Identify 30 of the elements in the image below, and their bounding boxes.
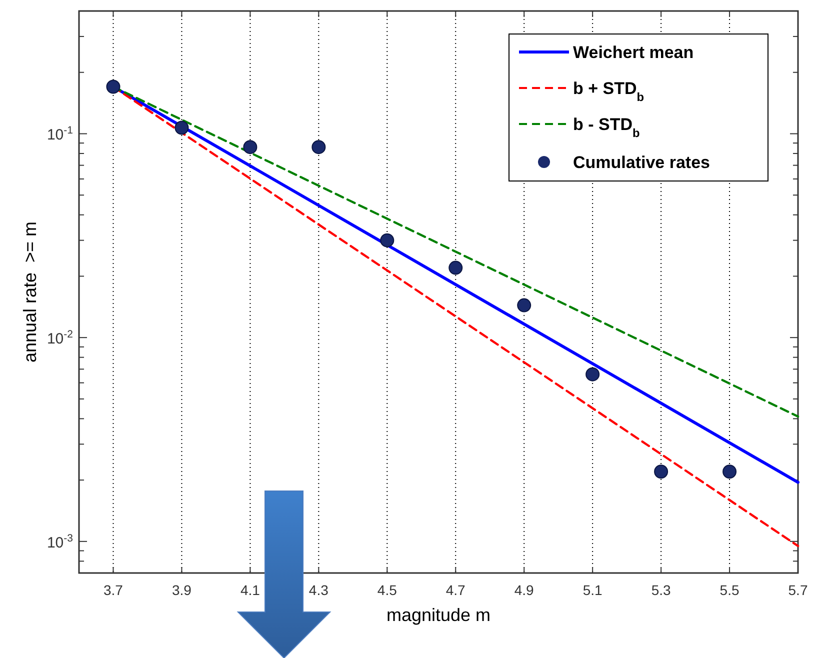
x-tick-label: 5.7 bbox=[788, 582, 808, 598]
point bbox=[722, 464, 737, 479]
x-tick-label: 4.3 bbox=[308, 582, 329, 598]
x-tick-label: 4.1 bbox=[240, 582, 260, 598]
y-tick-label: 10$^{-3}$ bbox=[46, 532, 74, 552]
point bbox=[312, 140, 326, 154]
point bbox=[174, 120, 189, 135]
point bbox=[654, 464, 668, 479]
x-axis-title: magnitude m bbox=[386, 605, 491, 625]
x-tick-label: 3.9 bbox=[172, 582, 192, 598]
point bbox=[243, 140, 258, 154]
y-axis-title: annual rate >= m bbox=[20, 221, 40, 363]
x-tick-label: 5.3 bbox=[651, 582, 671, 598]
x-tick-label: 4.7 bbox=[446, 582, 466, 598]
x-tick-label: 5.1 bbox=[582, 582, 603, 598]
point bbox=[517, 298, 532, 312]
x-tick-label: 4.5 bbox=[377, 582, 398, 598]
point bbox=[380, 233, 394, 248]
point bbox=[106, 80, 120, 94]
legend-label: Weichert mean bbox=[573, 43, 694, 62]
y-tick-label: 10$^{-2}$ bbox=[46, 328, 74, 348]
point bbox=[586, 367, 600, 382]
y-tick-label: 10$^{-1}$ bbox=[46, 124, 74, 144]
x-tick-label: 5.5 bbox=[720, 582, 740, 598]
x-tick-label: 4.9 bbox=[514, 582, 534, 598]
x-tick-label: 3.7 bbox=[104, 582, 124, 598]
legend-label: Cumulative rates bbox=[573, 153, 710, 172]
legend-label: b - STD$_{b}$ bbox=[573, 115, 640, 140]
point bbox=[448, 260, 463, 275]
legend-label: b + STD$_{b}$ bbox=[573, 79, 644, 104]
